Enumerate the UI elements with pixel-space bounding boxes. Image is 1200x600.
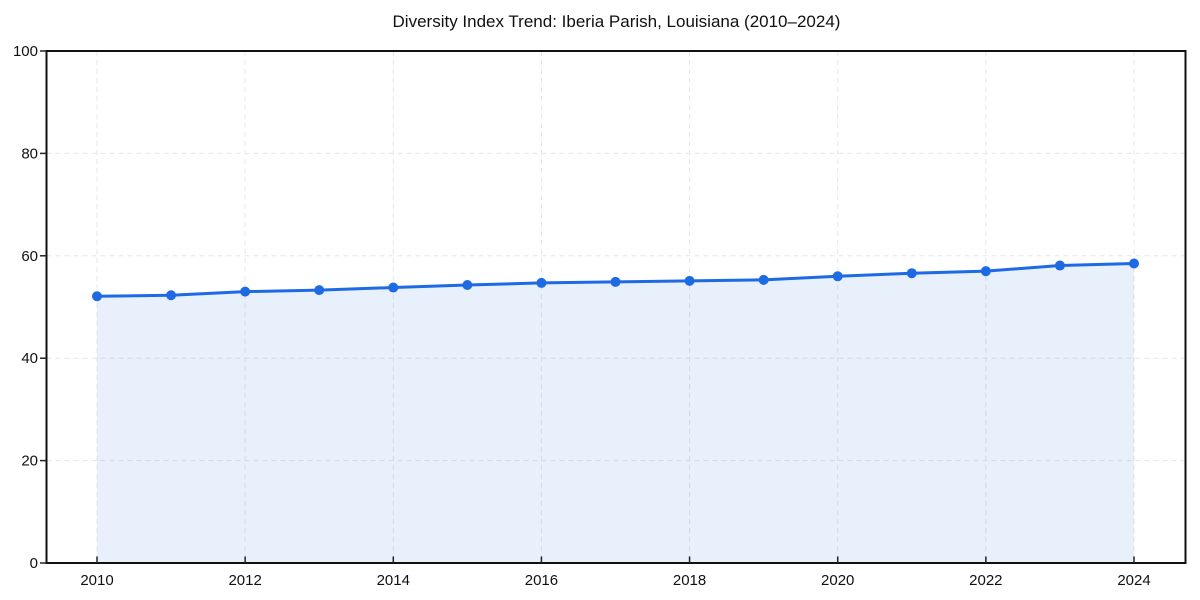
x-tick-label-2010: 2010 bbox=[80, 572, 113, 589]
data-point-2018 bbox=[684, 275, 695, 286]
data-point-2014 bbox=[388, 282, 399, 293]
data-point-2024 bbox=[1129, 258, 1139, 269]
x-tick-label-2020: 2020 bbox=[821, 572, 854, 589]
y-tick-label-60: 60 bbox=[21, 248, 38, 265]
data-point-2010 bbox=[92, 291, 102, 302]
data-point-2015 bbox=[462, 279, 473, 290]
chart-title: Diversity Index Trend: Iberia Parish, Lo… bbox=[392, 12, 841, 31]
data-point-2012 bbox=[240, 286, 251, 297]
x-tick-label-2016: 2016 bbox=[525, 572, 558, 589]
x-tick-label-2018: 2018 bbox=[673, 572, 706, 589]
data-point-2011 bbox=[166, 290, 177, 301]
data-point-2016 bbox=[536, 277, 547, 288]
data-point-2017 bbox=[610, 276, 621, 287]
y-tick-label-40: 40 bbox=[21, 350, 38, 367]
series-area-fill bbox=[97, 263, 1134, 562]
plot-border bbox=[45, 50, 1187, 564]
y-tick-label-80: 80 bbox=[21, 145, 38, 162]
data-point-2023 bbox=[1054, 260, 1065, 271]
y-tick-label-100: 100 bbox=[13, 43, 38, 60]
data-point-2019 bbox=[758, 274, 769, 285]
x-tick-label-2012: 2012 bbox=[228, 572, 261, 589]
data-point-2013 bbox=[314, 285, 325, 296]
y-tick-label-0: 0 bbox=[30, 555, 38, 572]
x-tick-label-2022: 2022 bbox=[969, 572, 1002, 589]
data-point-2021 bbox=[906, 268, 917, 279]
x-tick-label-2014: 2014 bbox=[377, 572, 410, 589]
x-tick-label-2024: 2024 bbox=[1117, 572, 1150, 589]
data-point-2022 bbox=[980, 266, 991, 277]
y-tick-label-20: 20 bbox=[21, 453, 38, 470]
data-point-2020 bbox=[832, 271, 843, 282]
